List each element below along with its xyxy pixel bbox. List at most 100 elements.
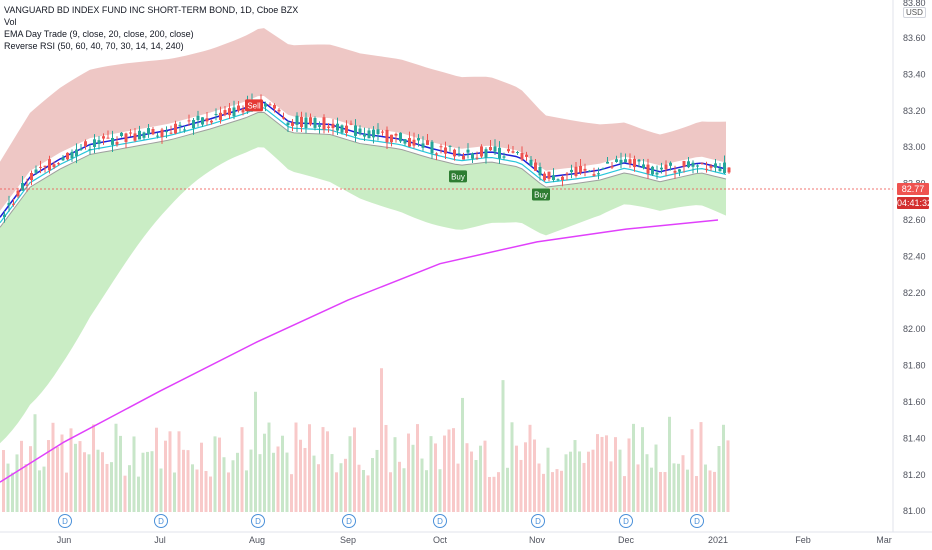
volume-bar bbox=[465, 443, 469, 512]
ema-indicator-label[interactable]: EMA Day Trade (9, close, 20, close, 200,… bbox=[4, 29, 194, 39]
candle-body bbox=[538, 166, 542, 176]
dividend-marker[interactable] bbox=[619, 514, 633, 528]
volume-bar bbox=[209, 476, 212, 512]
volume-bar bbox=[335, 472, 338, 512]
candle-body bbox=[705, 168, 708, 170]
candle-body bbox=[408, 138, 411, 147]
candle-body bbox=[120, 132, 123, 137]
candle-body bbox=[493, 146, 497, 152]
volume-bar bbox=[551, 472, 554, 512]
volume-bar bbox=[699, 422, 703, 512]
volume-bar bbox=[204, 471, 208, 512]
volume-bar bbox=[456, 463, 460, 512]
dividend-marker[interactable] bbox=[342, 514, 356, 528]
volume-bar bbox=[384, 424, 388, 512]
candle-body bbox=[331, 123, 335, 128]
volume-bar bbox=[339, 463, 343, 512]
candle-body bbox=[340, 125, 344, 133]
candle-body bbox=[264, 103, 267, 107]
candle-body bbox=[489, 147, 492, 151]
volume-bar bbox=[708, 470, 712, 512]
candle-body bbox=[453, 149, 456, 157]
volume-bar bbox=[128, 465, 131, 512]
candle-body bbox=[48, 159, 51, 171]
volume-bar bbox=[722, 424, 725, 512]
volume-bar bbox=[632, 423, 635, 512]
x-tick-label: Jun bbox=[57, 535, 72, 545]
volume-bar bbox=[600, 436, 604, 512]
volume-bar bbox=[326, 431, 329, 512]
candle-body bbox=[322, 117, 326, 130]
dividend-marker[interactable] bbox=[251, 514, 265, 528]
candle-body bbox=[462, 155, 465, 160]
volume-bar bbox=[668, 416, 671, 512]
candle-body bbox=[84, 141, 87, 147]
candle-body bbox=[201, 117, 204, 125]
volume-bar bbox=[411, 444, 415, 512]
x-tick-label: 2021 bbox=[708, 535, 728, 545]
volume-bar bbox=[393, 437, 397, 512]
candle-body bbox=[102, 136, 105, 139]
y-tick-label: 81.20 bbox=[903, 470, 926, 480]
buy-signal-badge[interactable] bbox=[532, 188, 550, 201]
candle-body bbox=[223, 110, 227, 115]
candle-body bbox=[291, 122, 294, 126]
sell-signal-badge[interactable] bbox=[245, 99, 263, 112]
candle-body bbox=[57, 163, 60, 165]
candle-body bbox=[372, 129, 375, 138]
volume-bar bbox=[168, 431, 172, 512]
volume-bar bbox=[254, 391, 257, 512]
candle-body bbox=[502, 156, 506, 158]
candle-body bbox=[70, 151, 74, 159]
candle-body bbox=[88, 149, 92, 151]
volume-bar bbox=[366, 475, 370, 512]
candle-body bbox=[610, 166, 614, 168]
buy-signal-badge[interactable] bbox=[449, 170, 467, 183]
volume-bar bbox=[654, 444, 658, 512]
dividend-marker-label: D bbox=[346, 517, 352, 526]
candle-body bbox=[354, 125, 357, 136]
candle-body bbox=[192, 120, 195, 129]
currency-label[interactable]: USD bbox=[903, 7, 926, 18]
ema-200-line bbox=[0, 219, 719, 483]
candle-body bbox=[115, 141, 119, 145]
candle-body bbox=[25, 184, 29, 186]
symbol-title[interactable]: VANGUARD BD INDEX FUND INC SHORT-TERM BO… bbox=[4, 5, 299, 15]
dividend-marker-label: D bbox=[437, 517, 443, 526]
x-tick-label: Nov bbox=[529, 535, 546, 545]
candle-body bbox=[277, 109, 281, 112]
candle-body bbox=[318, 125, 321, 127]
candle-body bbox=[574, 166, 578, 176]
dividend-marker-label: D bbox=[535, 517, 541, 526]
volume-bar bbox=[641, 427, 644, 512]
candle-body bbox=[637, 159, 641, 162]
volume-bar bbox=[87, 454, 91, 512]
rsi-indicator-label[interactable]: Reverse RSI (50, 60, 40, 70, 30, 14, 14,… bbox=[4, 41, 184, 51]
volume-bar bbox=[231, 460, 235, 512]
volume-bar bbox=[24, 464, 28, 512]
volume-bar bbox=[587, 451, 590, 512]
volume-bar bbox=[281, 435, 284, 512]
volume-indicator-label[interactable]: Vol bbox=[4, 17, 17, 27]
volume-bar bbox=[447, 429, 451, 512]
dividend-marker[interactable] bbox=[690, 514, 704, 528]
dividend-marker[interactable] bbox=[58, 514, 72, 528]
candle-body bbox=[232, 107, 236, 117]
candle-body bbox=[52, 164, 56, 168]
volume-bar bbox=[420, 458, 424, 512]
candle-body bbox=[700, 162, 704, 164]
dividend-marker[interactable] bbox=[154, 514, 168, 528]
volume-bar bbox=[312, 455, 316, 512]
x-tick-label: Oct bbox=[433, 535, 448, 545]
dividend-marker[interactable] bbox=[433, 514, 447, 528]
dividend-marker[interactable] bbox=[531, 514, 545, 528]
volume-bar bbox=[182, 449, 185, 512]
candle-body bbox=[295, 115, 299, 125]
volume-bar bbox=[101, 452, 104, 512]
candle-body bbox=[178, 124, 182, 126]
candle-body bbox=[727, 167, 731, 173]
volume-bar bbox=[609, 461, 613, 512]
volume-bar bbox=[218, 437, 221, 512]
candle-body bbox=[606, 161, 609, 164]
